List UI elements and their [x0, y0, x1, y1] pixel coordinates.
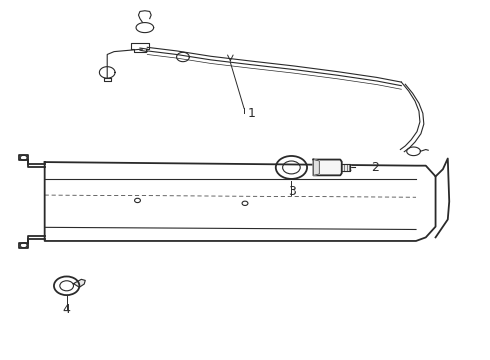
- Polygon shape: [314, 159, 342, 175]
- Polygon shape: [74, 279, 85, 287]
- Text: 3: 3: [289, 185, 296, 198]
- Text: 4: 4: [63, 303, 71, 316]
- Polygon shape: [342, 164, 350, 171]
- Text: 1: 1: [247, 107, 255, 120]
- Text: 2: 2: [371, 161, 379, 174]
- Polygon shape: [314, 159, 319, 175]
